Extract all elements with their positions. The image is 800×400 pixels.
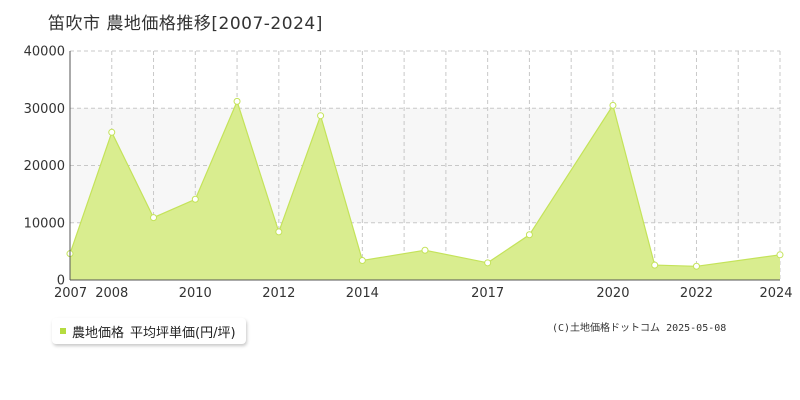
- gridlines: [70, 50, 781, 280]
- legend-unit-label: 平均坪単価(円/坪): [130, 325, 236, 341]
- data-point: [150, 214, 158, 222]
- x-tick-label: 2010: [179, 286, 212, 301]
- x-axis-ticks: 2007 2008 2010 2012 2014 2017 2020 2022 2024: [54, 286, 793, 301]
- x-tick-label: 2024: [759, 286, 792, 301]
- data-point: [108, 128, 116, 136]
- chart-title: 笛吹市 農地価格推移[2007-2024]: [48, 14, 323, 34]
- y-tick-label: 0: [57, 274, 65, 289]
- data-point: [421, 246, 429, 254]
- x-tick-label: 2007: [54, 286, 87, 301]
- data-point: [692, 262, 700, 270]
- data-points: [66, 97, 784, 270]
- copyright-credit: (C)土地価格ドットコム 2025-05-08: [552, 323, 727, 334]
- legend-series-name: 農地価格: [72, 325, 125, 341]
- x-tick-label: 2017: [471, 286, 504, 301]
- data-point: [776, 251, 784, 259]
- data-point: [651, 261, 659, 269]
- y-axis-ticks: 0 10000 20000 30000 40000: [24, 45, 65, 289]
- data-point: [609, 101, 617, 109]
- y-tick-label: 30000: [24, 102, 65, 117]
- legend: 農地価格 平均坪単価(円/坪): [52, 318, 246, 344]
- x-tick-label: 2012: [262, 286, 295, 301]
- data-point: [275, 228, 283, 236]
- data-point: [358, 257, 366, 265]
- y-tick-label: 10000: [24, 216, 65, 231]
- x-tick-label: 2020: [596, 286, 629, 301]
- data-point: [317, 112, 325, 120]
- series-fill: [70, 101, 780, 281]
- data-point: [191, 195, 199, 203]
- axes: [69, 51, 780, 281]
- legend-swatch: [60, 328, 66, 334]
- y-tick-label: 40000: [24, 45, 65, 60]
- x-tick-label: 2008: [95, 286, 128, 301]
- data-point: [484, 259, 492, 267]
- y-tick-label: 20000: [24, 159, 65, 174]
- x-tick-label: 2022: [680, 286, 713, 301]
- x-tick-label: 2014: [346, 286, 379, 301]
- data-point: [525, 231, 533, 239]
- data-point: [233, 97, 241, 105]
